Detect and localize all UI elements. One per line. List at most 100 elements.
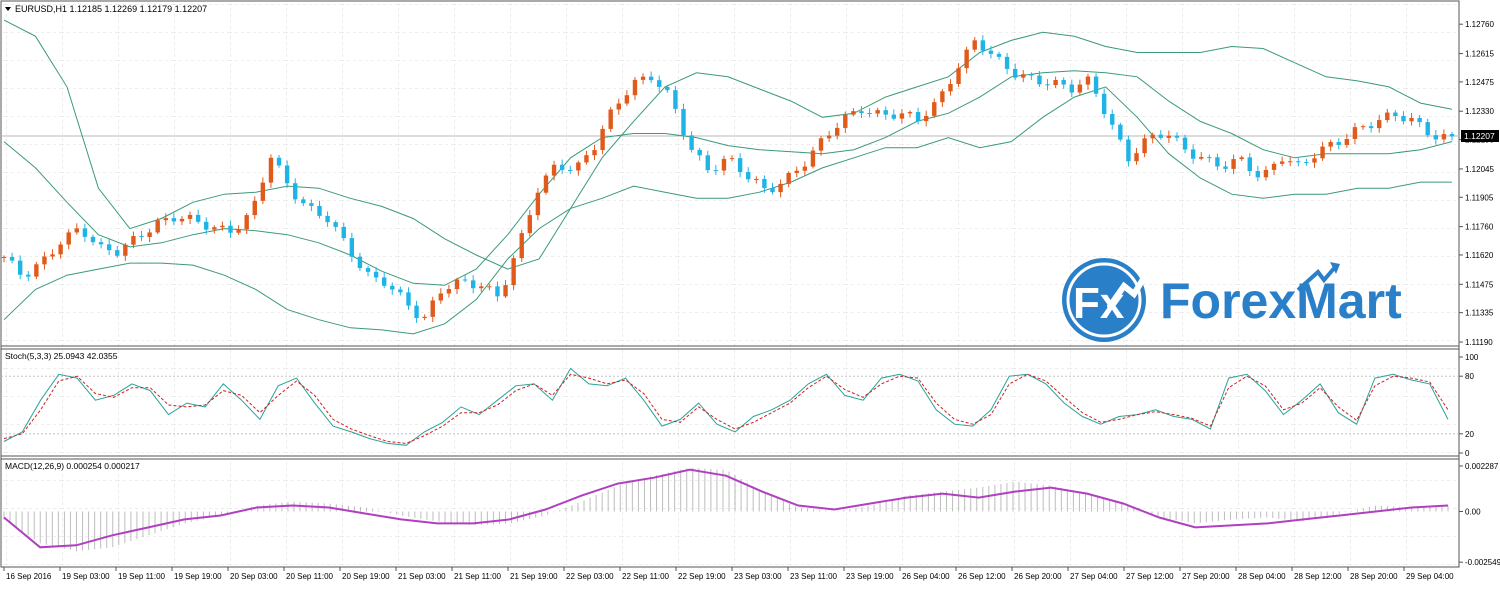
candle [1368,121,1374,133]
time-tick-label: 28 Sep 12:00 [1294,572,1342,581]
candle [826,130,832,142]
candle [1223,161,1228,173]
time-tick-label: 26 Sep 04:00 [902,572,950,581]
time-axis: 16 Sep 2016 19 Sep 03:00 19 Sep 11:00 19 Se… [3,567,1454,581]
candle [106,239,112,256]
candle [479,282,484,292]
candle [9,252,15,264]
candle [155,217,160,235]
candle [309,199,314,212]
candle [568,165,573,174]
candle [1053,76,1058,89]
candle [1336,138,1341,150]
stoch-header: Stoch(5,3,3) 25.0943 42.0355 [5,351,118,361]
symbol-header[interactable]: EURUSD,H1 1.12185 1.12269 1.12179 1.1220… [5,4,207,14]
macd-plot [3,467,1449,552]
price-tick-label: 1.11335 [1465,309,1494,318]
macd-header: MACD(12,26,9) 0.000254 0.000217 [5,461,140,471]
candle [26,270,31,282]
candle [737,153,743,178]
candle [729,155,735,162]
candle [1304,158,1309,166]
candle [1085,73,1091,90]
candle [1449,131,1455,141]
candle [786,171,791,188]
candle [317,200,322,219]
candle [762,175,767,193]
time-tick-label: 21 Sep 03:00 [398,572,446,581]
candle [1352,122,1358,145]
candle [390,282,395,295]
candle [398,286,403,296]
price-tick-label: 1.11190 [1465,338,1493,347]
candle [365,265,371,277]
candle [988,45,994,59]
candle [446,284,452,298]
candle [195,209,201,224]
stoch-axis: 100 80 20 0 [1,353,1479,458]
candle [632,77,638,100]
candle [778,179,783,198]
candle [600,125,605,155]
price-tick-label: 1.12760 [1465,20,1494,29]
candle [527,210,533,237]
candle [1021,70,1026,83]
forexmart-logo: Fx ForexMart [1062,258,1402,342]
candle [462,275,468,283]
bollinger-lower-band [3,86,1452,335]
candle [171,213,177,226]
candle [373,267,379,283]
stoch-tick-label: 100 [1465,353,1479,362]
candle [891,109,897,121]
candle [592,144,597,161]
stoch-tick-label: 20 [1465,430,1474,439]
candle [244,213,249,235]
candle [673,86,678,114]
candle [1441,129,1447,143]
candle [406,287,411,310]
logo-badge-text: Fx [1073,279,1125,328]
macd-axis: 0.002287 0.00 -0.002549 [1459,462,1500,567]
candle [1012,63,1018,81]
candle [293,178,298,204]
time-tick-label: 26 Sep 20:00 [1014,572,1062,581]
candle [470,275,476,294]
current-price-text: 1.12207 [1464,131,1495,141]
candle [956,63,961,88]
time-tick-label: 23 Sep 03:00 [734,572,782,581]
candle [1077,79,1083,95]
candle [964,46,969,74]
candle [1231,154,1236,175]
candle [624,90,630,106]
candle [648,71,654,84]
candle [1134,147,1139,165]
candle [1150,132,1155,144]
price-tick-label: 1.11760 [1465,223,1494,232]
dropdown-triangle-icon[interactable] [5,7,11,11]
candle [220,221,225,231]
logo-circle [1062,258,1146,342]
logo-wordmark: ForexMart [1160,273,1402,329]
candle [681,103,686,140]
logo-arrow-icon [1296,264,1338,292]
candle [341,222,346,241]
stochastic-lines [3,367,1449,446]
candle [640,73,646,85]
candle [228,220,233,238]
candle [1037,71,1042,87]
bollinger-middle-band [3,70,1453,286]
price-tick-label: 1.11475 [1465,280,1494,289]
price-tick-label: 1.12045 [1465,165,1494,174]
candle [260,177,266,205]
candle [212,225,217,234]
candle [414,300,419,323]
time-tick-label: 19 Sep 11:00 [118,572,166,581]
candle [50,249,55,260]
time-tick-label: 27 Sep 20:00 [1182,572,1230,581]
candle [608,106,613,133]
price-axis: 1.127601.126151.124751.123301.121901.120… [1459,20,1494,347]
candle [1110,109,1115,130]
candle [1118,122,1123,142]
